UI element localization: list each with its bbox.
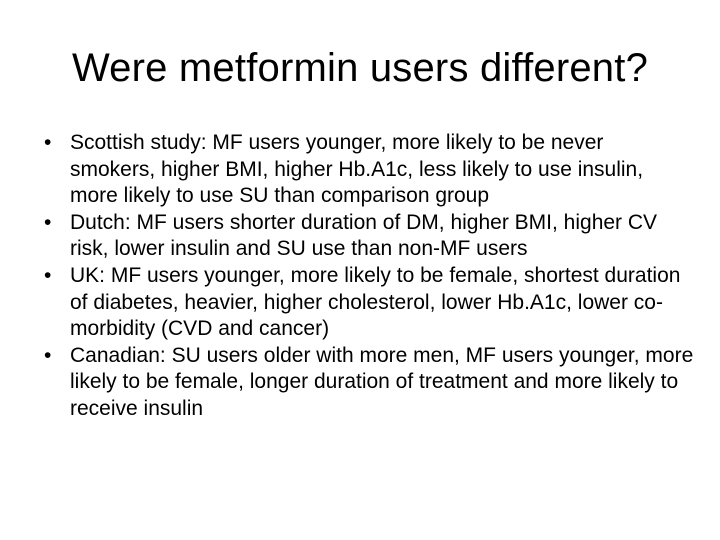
- bullet-icon: •: [44, 343, 52, 367]
- bullet-icon: •: [44, 263, 52, 287]
- slide-title: Were metformin users different?: [71, 46, 649, 90]
- bullet-text: Dutch: MF users shorter duration of DM, …: [70, 210, 658, 261]
- bullet-text: UK: MF users younger, more likely to be …: [70, 263, 681, 341]
- bullet-icon: •: [44, 131, 52, 154]
- bullet-text: Scottish study: MF users younger, more l…: [70, 131, 644, 208]
- bullet-item-dutch: • Dutch: MF users shorter duration of DM…: [44, 210, 694, 263]
- bullet-item-uk: • UK: MF users younger, more likely to b…: [44, 263, 694, 343]
- bullet-text: Canadian: SU users older with more men, …: [70, 343, 694, 420]
- bullet-list: • Scottish study: MF users younger, more…: [44, 130, 694, 423]
- bullet-icon: •: [44, 210, 52, 234]
- bullet-item-scottish: • Scottish study: MF users younger, more…: [44, 130, 694, 210]
- bullet-item-canadian: • Canadian: SU users older with more men…: [44, 343, 694, 423]
